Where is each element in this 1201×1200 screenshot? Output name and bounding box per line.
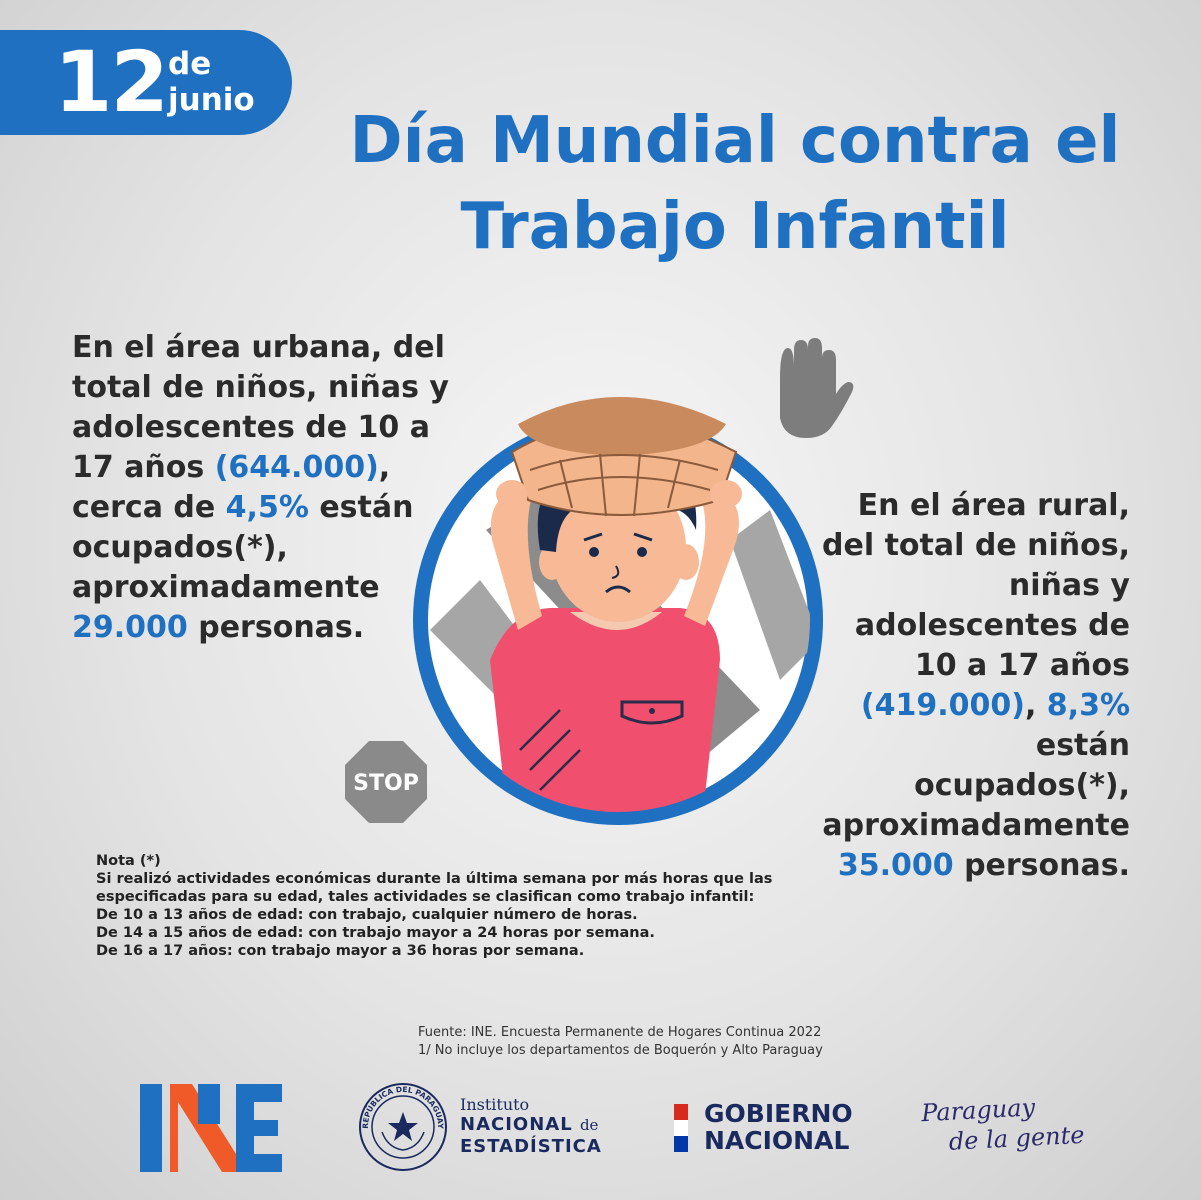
source-line-1: Fuente: INE. Encuesta Permanente de Hoga… — [418, 1025, 822, 1040]
ine-logo — [140, 1084, 282, 1172]
source-line-2: 1/ No incluye los departamentos de Boque… — [418, 1043, 823, 1058]
rural-percent-value: 8,3% — [1046, 688, 1130, 723]
stop-sign-icon: STOP — [345, 741, 427, 823]
ine-name-nacional: NACIONAL — [460, 1114, 573, 1135]
note-heading: Nota (*) — [96, 853, 161, 869]
urban-text-2: , cerca de — [72, 450, 391, 525]
date-month-prefix: de — [168, 46, 212, 82]
rural-text-1: En el área rural, del total de niños, ni… — [822, 488, 1130, 683]
gob-line-1: GOBIERNO — [704, 1099, 853, 1128]
page-title-line-1: Día Mundial contra el — [349, 104, 1121, 178]
note-line-3: De 14 a 15 años de edad: con trabajo may… — [96, 925, 655, 941]
rural-text-3: están ocupados(*), aproximadamente — [822, 728, 1130, 843]
ine-institute-name: Instituto NACIONAL de ESTADÍSTICA — [460, 1096, 602, 1158]
child-labor-illustration — [413, 397, 823, 825]
urban-text-4: personas. — [198, 610, 365, 645]
date-month: de junio — [168, 46, 255, 118]
urban-total-value: (644.000) — [214, 450, 379, 485]
urban-text-1: En el área urbana, del total de niños, n… — [72, 330, 449, 485]
stop-hand-icon — [780, 338, 854, 438]
rural-total-value: (419.000) — [860, 688, 1025, 723]
ine-name-line-2: NACIONAL de — [460, 1114, 602, 1136]
note: Nota (*) Si realizó actividades económic… — [96, 852, 796, 960]
page-title: Día Mundial contra el Trabajo Infantil — [300, 98, 1170, 270]
urban-text-3: están ocupados(*), aproximadamente — [72, 490, 414, 605]
pdlg-line-2: de la gente — [948, 1120, 1086, 1156]
urban-percent-value: 4,5% — [225, 490, 309, 525]
paraguay-de-la-gente-logo: Paraguay de la gente — [921, 1090, 1086, 1158]
rural-text-4: personas. — [964, 848, 1130, 883]
paraguay-flag-icon — [674, 1104, 688, 1152]
date-badge: 12 de junio — [0, 30, 292, 135]
ine-name-line-1: Instituto — [460, 1095, 530, 1114]
rural-text-2: , — [1024, 688, 1037, 723]
paraguay-seal-icon: REPÚBLICA DEL PARAGUAY — [359, 1083, 447, 1171]
gobierno-nacional-text: GOBIERNO NACIONAL — [704, 1100, 853, 1154]
rural-persons-value: 35.000 — [837, 848, 954, 883]
note-line-2: De 10 a 13 años de edad: con trabajo, cu… — [96, 907, 638, 923]
note-line-4: De 16 a 17 años: con trabajo mayor a 36 … — [96, 943, 585, 959]
urban-statistic: En el área urbana, del total de niños, n… — [72, 328, 472, 648]
date-month-name: junio — [168, 82, 255, 118]
source-note: Fuente: INE. Encuesta Permanente de Hoga… — [418, 1024, 823, 1060]
gob-line-2: NACIONAL — [704, 1126, 850, 1155]
page-title-line-2: Trabajo Infantil — [460, 190, 1010, 264]
urban-persons-value: 29.000 — [72, 610, 188, 645]
ine-name-line-3: ESTADÍSTICA — [460, 1136, 602, 1157]
date-day: 12 — [54, 33, 169, 131]
ine-name-de: de — [579, 1116, 599, 1134]
note-line-1: Si realizó actividades económicas durant… — [96, 871, 773, 905]
stop-sign-label: STOP — [353, 771, 419, 796]
rural-statistic: En el área rural, del total de niños, ni… — [820, 486, 1130, 886]
